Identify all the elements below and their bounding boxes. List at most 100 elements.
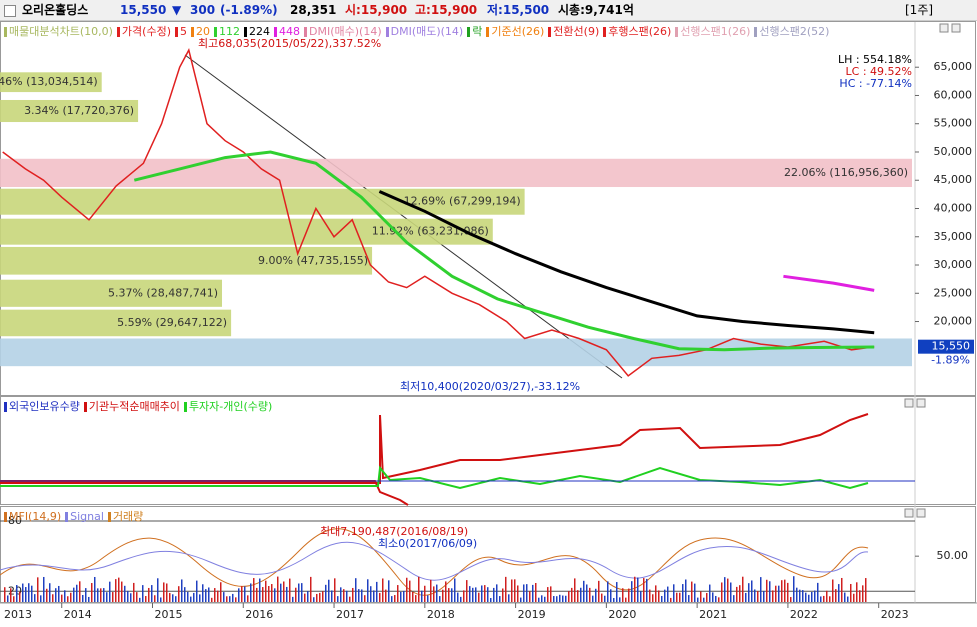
profile-label: 3.34% (17,720,376) bbox=[24, 104, 134, 117]
legend-item[interactable]: 후행스팬(26) bbox=[603, 25, 671, 39]
y-tick-label: 20,000 bbox=[934, 315, 973, 328]
mfi-rtick-label: 50.00 bbox=[937, 549, 969, 562]
volume-bar bbox=[466, 580, 468, 602]
volume-bar bbox=[646, 578, 648, 602]
legend-item[interactable]: DMI(매수)(14) bbox=[304, 25, 382, 39]
volume-bar bbox=[835, 589, 837, 602]
legend-item[interactable]: 448 bbox=[274, 25, 300, 39]
arrow: ▼ bbox=[172, 3, 182, 17]
legend-swatch bbox=[244, 27, 247, 37]
volume-bar bbox=[181, 579, 183, 602]
legend-item[interactable]: 선행스팬2(52) bbox=[754, 25, 829, 39]
volume-bar bbox=[109, 581, 111, 602]
change: 300 bbox=[190, 3, 216, 17]
trend-line bbox=[184, 54, 623, 379]
volume-bar bbox=[361, 589, 363, 602]
volume-bar bbox=[343, 589, 345, 602]
volume-bar bbox=[616, 582, 618, 602]
volume-bar bbox=[355, 578, 357, 602]
legend-item[interactable]: 5 bbox=[175, 25, 187, 39]
volume-bar bbox=[643, 578, 645, 602]
volume-bar bbox=[640, 591, 642, 602]
volume-bar bbox=[571, 587, 573, 602]
period[interactable]: [1주] bbox=[905, 3, 934, 17]
volume-bar bbox=[865, 578, 867, 602]
volume-bar bbox=[82, 595, 84, 602]
institution-line bbox=[0, 413, 869, 484]
volume-bar bbox=[472, 587, 474, 602]
stock-name[interactable]: 오리온홀딩스 bbox=[22, 3, 89, 17]
legend-item[interactable]: 거래량 bbox=[107, 510, 143, 524]
volume-bar bbox=[322, 591, 324, 602]
stat: HC : -77.14% bbox=[839, 77, 912, 90]
legend-label: 선행스팬2(52) bbox=[759, 25, 830, 38]
volume-bar bbox=[52, 594, 54, 602]
volume-bar bbox=[226, 596, 228, 602]
legend-item[interactable]: 투자자-개인(수량) bbox=[183, 400, 272, 414]
price-badge-text: 15,550 bbox=[932, 340, 971, 353]
volume-bar bbox=[532, 584, 534, 602]
volume-bar bbox=[190, 596, 192, 602]
volume-bar bbox=[28, 583, 30, 602]
legend-item[interactable]: 전환선(9) bbox=[548, 25, 599, 39]
volume-bar bbox=[364, 595, 366, 602]
legend-swatch bbox=[385, 27, 389, 37]
volume-bar bbox=[601, 593, 603, 602]
volume-bar bbox=[628, 588, 630, 602]
volume-bar bbox=[325, 584, 327, 602]
legend-item[interactable]: 기준선(26) bbox=[486, 25, 544, 39]
legend-item[interactable]: 락 bbox=[467, 25, 482, 39]
volume-bar bbox=[286, 586, 288, 602]
checkbox[interactable] bbox=[4, 5, 16, 17]
y-tick-label: 50,000 bbox=[934, 145, 973, 158]
volume-bar bbox=[544, 596, 546, 602]
volume-bar bbox=[136, 592, 138, 602]
y-tick-label: 35,000 bbox=[934, 230, 973, 243]
volume-bar bbox=[337, 596, 339, 602]
legend-item[interactable]: Signal bbox=[65, 510, 104, 524]
legend-swatch bbox=[175, 27, 178, 37]
legend-item[interactable]: 20 bbox=[191, 25, 210, 39]
volume-bar bbox=[310, 576, 312, 602]
volume-bar bbox=[352, 587, 354, 602]
legend-swatch bbox=[83, 402, 87, 412]
legend-item[interactable]: 기관누적순매매추이 bbox=[83, 400, 180, 414]
volume-bar bbox=[490, 597, 492, 602]
volume-bar bbox=[121, 581, 123, 602]
legend-item[interactable]: DMI(매도)(14) bbox=[385, 25, 463, 39]
legend-label: 락 bbox=[472, 25, 483, 38]
legend-item[interactable]: 외국인보유수량 bbox=[4, 400, 80, 414]
volume-bar bbox=[373, 590, 375, 602]
legend-item[interactable]: MFI(14,9) bbox=[4, 510, 61, 524]
volume-bar bbox=[436, 584, 438, 602]
volume-bar bbox=[790, 597, 792, 602]
legend-label: 112 bbox=[219, 25, 240, 38]
volume-bar bbox=[742, 576, 744, 602]
legend-item[interactable]: 매물대분석차트(10,0) bbox=[4, 25, 113, 39]
volume-bar bbox=[319, 592, 321, 602]
volume-bar bbox=[94, 576, 96, 602]
volume-bar bbox=[271, 584, 273, 602]
volume-bar bbox=[595, 588, 597, 602]
mfi-legend: MFI(14,9) Signal 거래량 bbox=[4, 510, 147, 524]
legend-item[interactable]: 선행스팬1(26) bbox=[675, 25, 750, 39]
legend-label: MFI(14,9) bbox=[9, 510, 62, 523]
volume-bar bbox=[457, 592, 459, 602]
volume-bar bbox=[778, 585, 780, 602]
volume-bar bbox=[397, 585, 399, 602]
volume-bar bbox=[493, 587, 495, 602]
volume-bar bbox=[724, 577, 726, 602]
legend-item[interactable]: 112 bbox=[214, 25, 240, 39]
panel-buttons[interactable] bbox=[904, 23, 961, 518]
volume-bar bbox=[295, 587, 297, 602]
volume-bar bbox=[706, 593, 708, 602]
volume-bar bbox=[859, 590, 861, 602]
volume-bar bbox=[709, 584, 711, 602]
volume-bar bbox=[475, 587, 477, 602]
volume-bar bbox=[799, 589, 801, 602]
volume-bar bbox=[58, 585, 60, 602]
legend-label: 20 bbox=[196, 25, 210, 38]
volume-bar bbox=[262, 587, 264, 602]
legend-item[interactable]: 224 bbox=[244, 25, 270, 39]
legend-item[interactable]: 가격(수정) bbox=[116, 25, 171, 39]
